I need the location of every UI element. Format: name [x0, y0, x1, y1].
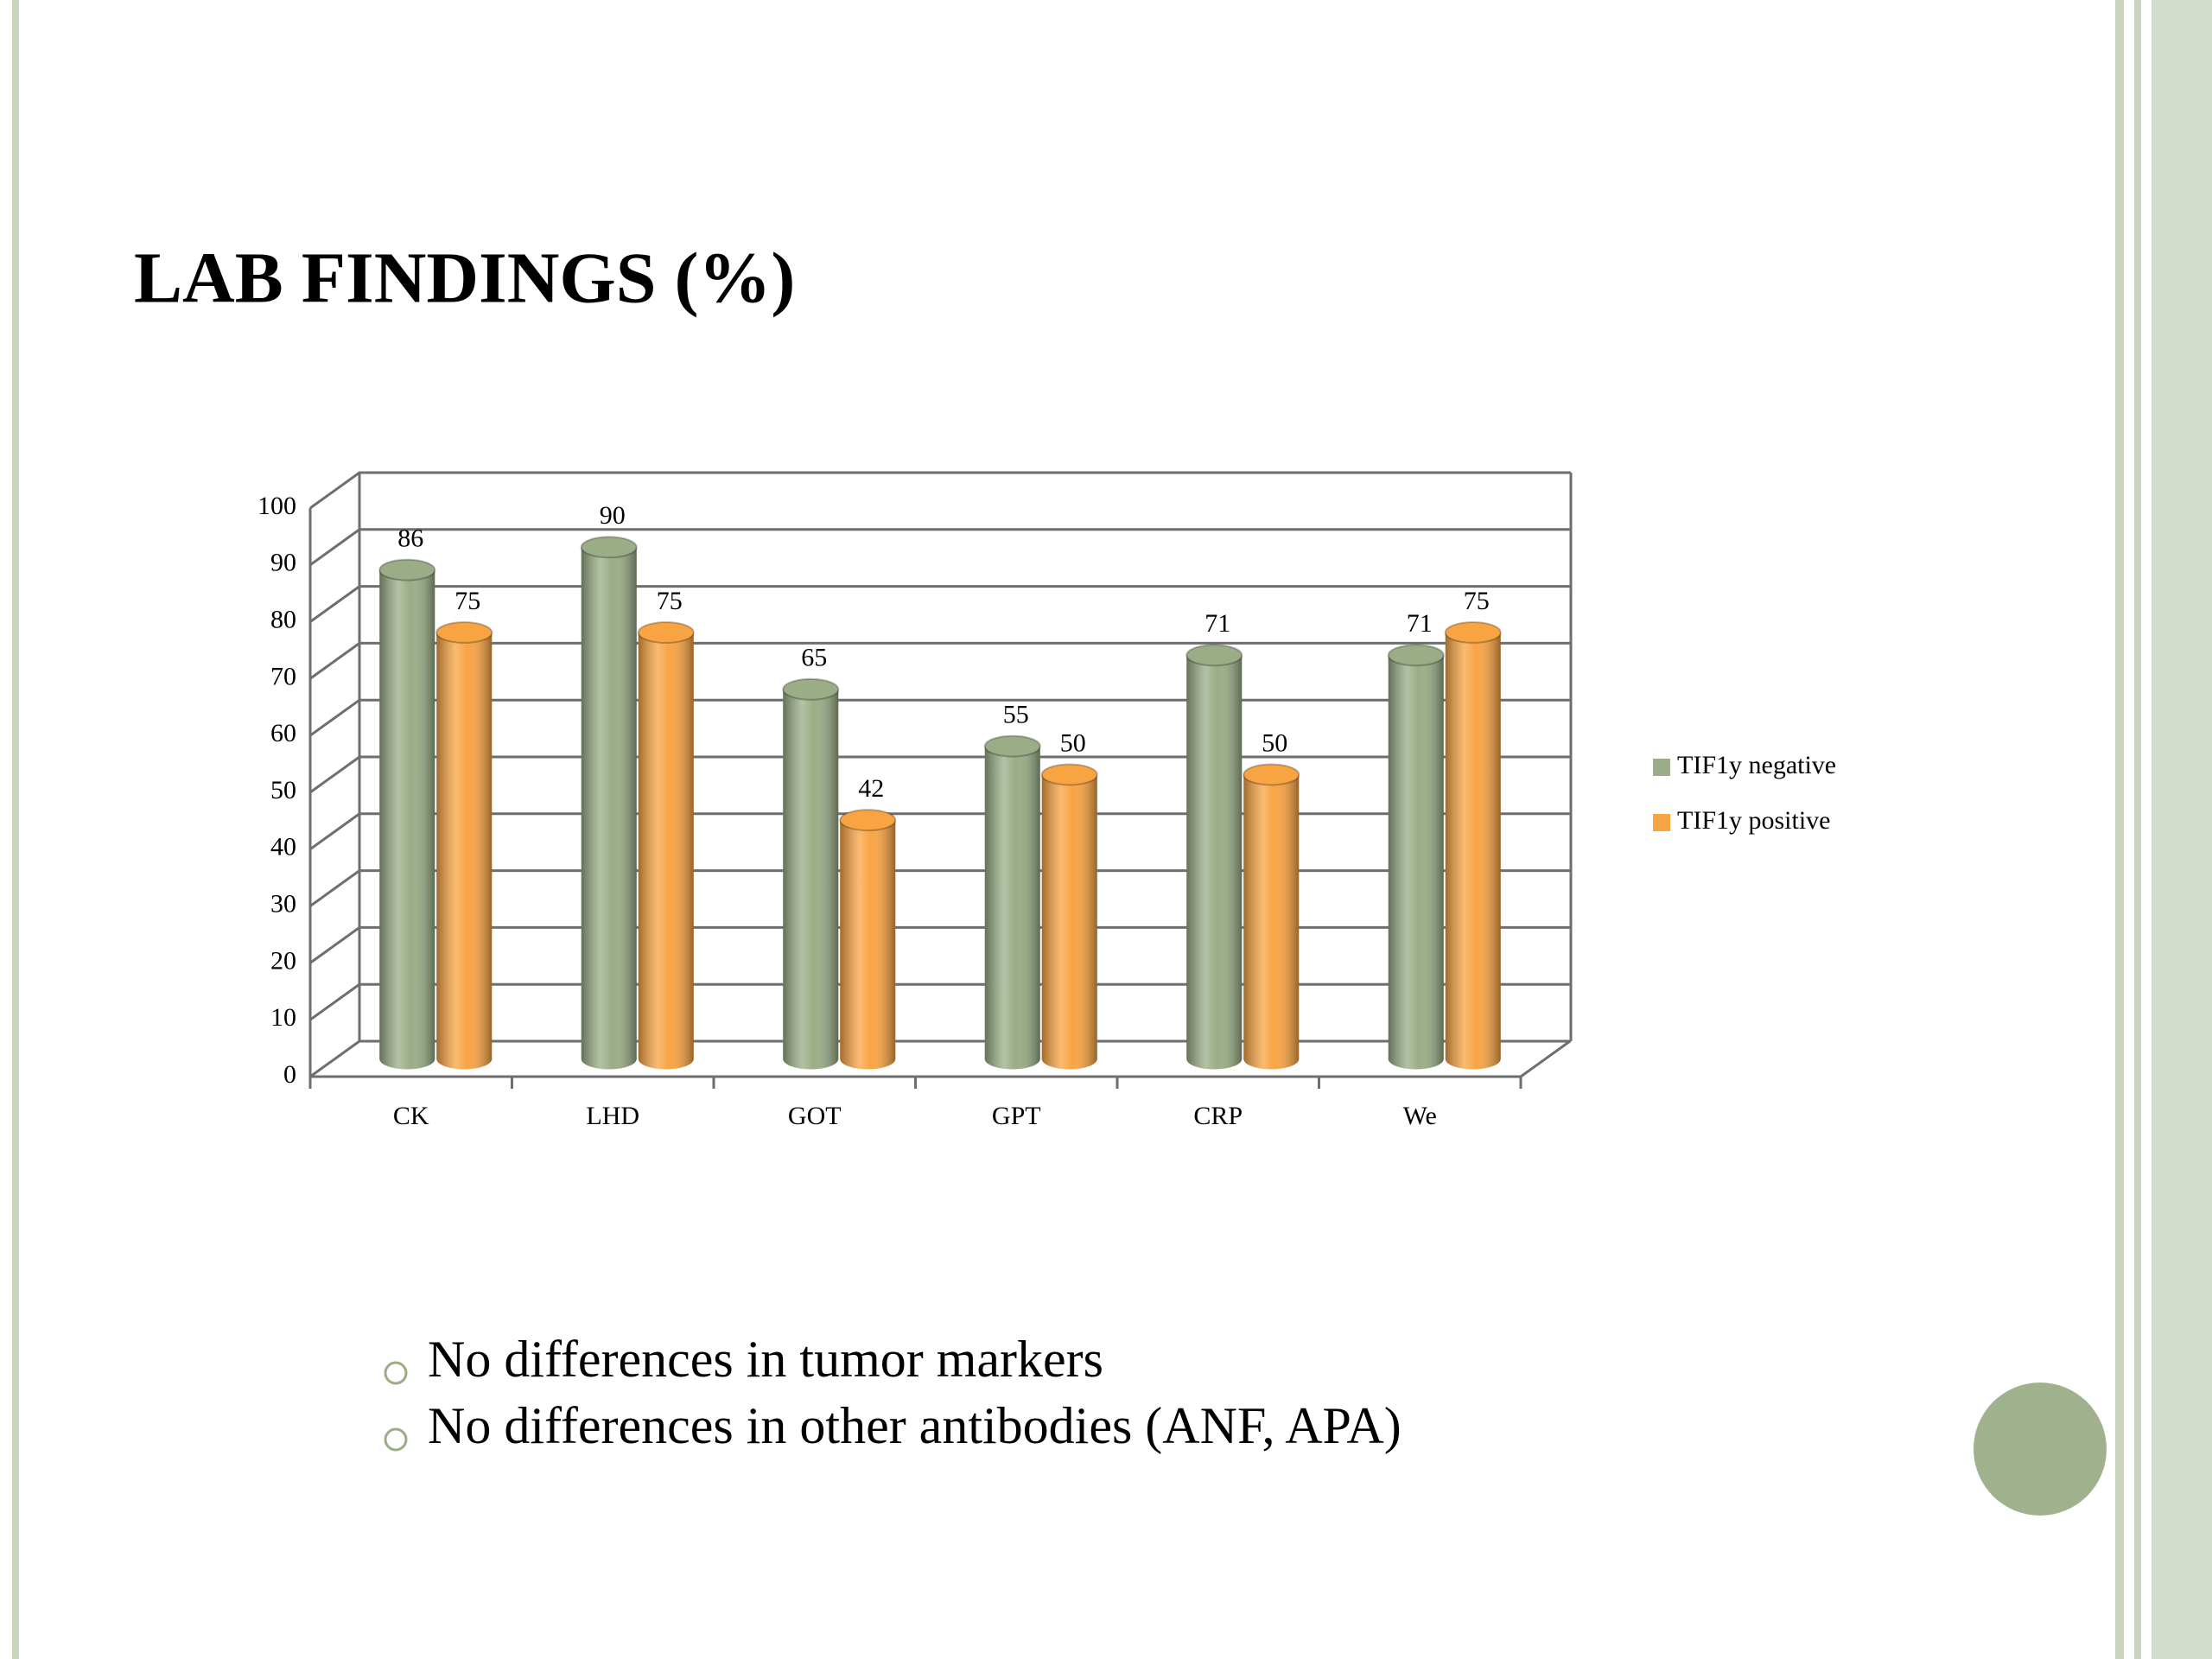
bar-cap: [1040, 763, 1098, 786]
bar-cap: [1243, 763, 1300, 786]
bar-shade: [984, 746, 1040, 1059]
y-tick-label: 0: [283, 1060, 296, 1089]
bar-cap: [435, 621, 493, 644]
bullet-text: No differences in tumor markers: [428, 1331, 1103, 1388]
value-label: 42: [858, 774, 884, 803]
bullet-marker: [384, 1427, 408, 1452]
chart: 0 10 20 30 40 50 60 70 80 90 100 CK LHD GOT GPT CRP We 86…: [257, 471, 1836, 1130]
bar-cap: [1185, 644, 1243, 667]
bar-shade: [1388, 655, 1444, 1059]
bar-shade: [840, 820, 896, 1059]
bar-shade: [379, 569, 435, 1059]
value-label: 75: [1464, 587, 1490, 615]
y-tick-label: 40: [270, 833, 296, 861]
y-tick-label: 70: [270, 662, 296, 690]
bar-shade: [638, 632, 694, 1059]
y-tick-label: 60: [270, 719, 296, 747]
left-stripe: [12, 0, 19, 1659]
legend-label: TIF1y negative: [1677, 751, 1836, 779]
y-tick-label: 50: [270, 776, 296, 804]
y-tick-label: 20: [270, 946, 296, 975]
slide-title: LAB FINDINGS (%): [134, 238, 795, 318]
bar-shade: [436, 632, 493, 1059]
y-tick-label: 80: [270, 605, 296, 633]
right-stripe: [2134, 0, 2141, 1659]
value-label: 65: [801, 644, 827, 672]
bar-cap: [1387, 644, 1445, 667]
bullet-list: No differences in tumor markers No differ…: [384, 1331, 1402, 1454]
value-label: 50: [1060, 728, 1086, 757]
legend-label: TIF1y positive: [1677, 806, 1831, 835]
value-label: 50: [1262, 728, 1287, 757]
bar-cap: [983, 734, 1041, 758]
bullet-text: No differences in other antibodies (ANF,…: [428, 1397, 1402, 1454]
y-tick-label: 10: [270, 1003, 296, 1032]
bar-shade: [1445, 632, 1501, 1059]
bar-shade: [1243, 774, 1300, 1059]
x-tick-label: LHD: [586, 1102, 639, 1130]
bar-shade: [1186, 655, 1243, 1059]
right-band: [2152, 0, 2212, 1659]
bar-cap: [782, 677, 840, 701]
legend-swatch: [1653, 814, 1670, 831]
x-tick-label: GOT: [788, 1102, 842, 1130]
y-tick-label: 30: [270, 889, 296, 918]
right-stripe: [2115, 0, 2124, 1659]
bar-shade: [581, 547, 637, 1059]
bar-cap: [637, 621, 695, 644]
decor-circle: [1974, 1382, 2107, 1516]
x-tick-label: We: [1403, 1102, 1437, 1130]
legend-swatch: [1653, 759, 1670, 776]
bar-shade: [1041, 774, 1097, 1059]
value-label: 71: [1407, 609, 1433, 638]
value-label: 75: [454, 587, 480, 615]
bar-cap: [1444, 621, 1502, 644]
y-tick-label: 90: [270, 549, 296, 577]
value-label: 86: [397, 524, 423, 553]
value-label: 55: [1003, 700, 1029, 728]
x-tick-label: GPT: [992, 1102, 1041, 1130]
x-tick-label: CK: [393, 1102, 429, 1130]
x-tick-label: CRP: [1193, 1102, 1243, 1130]
bar-shade: [783, 689, 839, 1059]
value-label: 71: [1205, 609, 1230, 638]
value-label: 75: [657, 587, 683, 615]
y-tick-label: 100: [257, 492, 296, 520]
value-label: 90: [600, 501, 626, 530]
bullet-marker: [384, 1361, 408, 1385]
bar-cap: [378, 558, 436, 582]
bar-cap: [839, 809, 897, 832]
bar-cap: [580, 536, 638, 559]
